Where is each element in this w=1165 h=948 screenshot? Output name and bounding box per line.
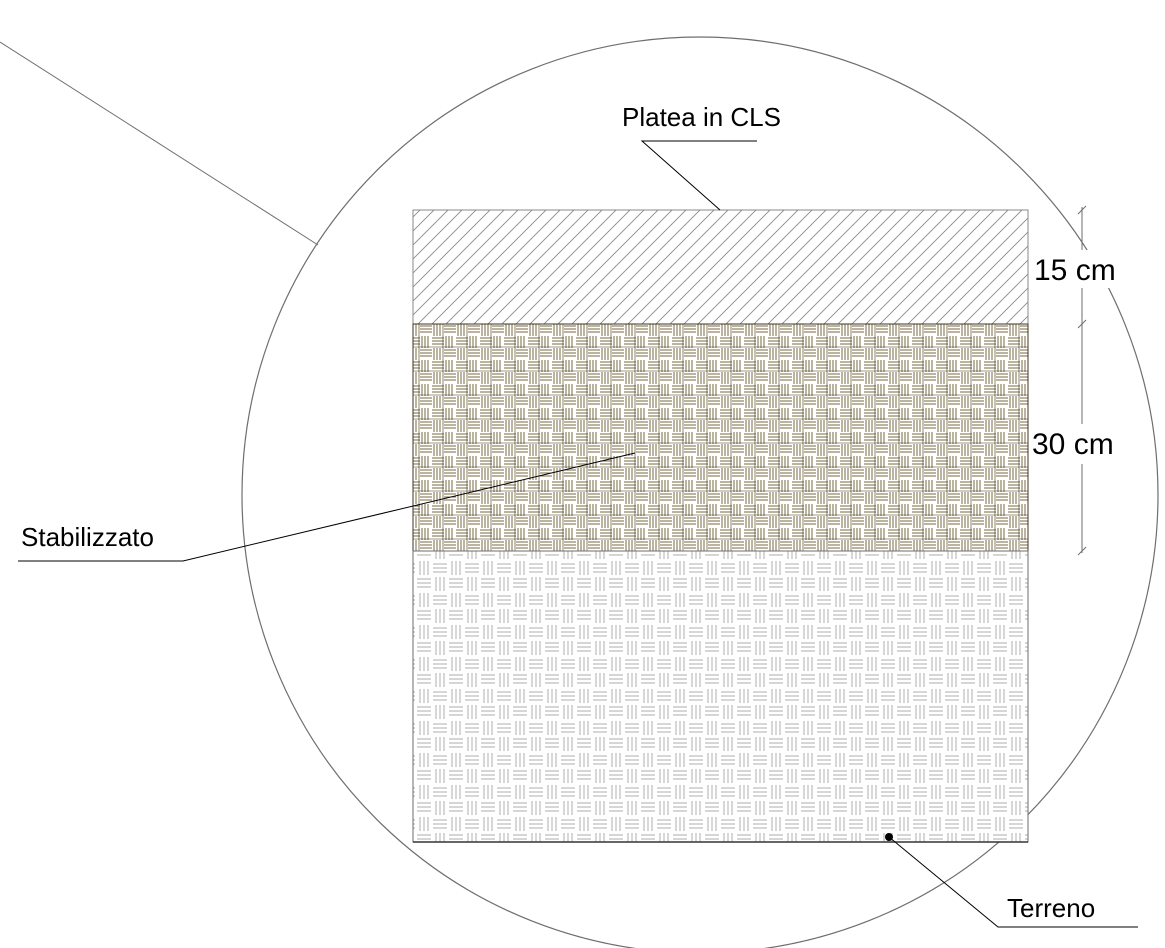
label-stabilizzato: Stabilizzato — [21, 522, 154, 552]
dimension-label-top-layer: 15 cm — [1034, 254, 1116, 287]
label-platea-in-cls: Platea in CLS — [622, 102, 781, 132]
layer-terreno — [412, 550, 1029, 843]
layer-platea-in-cls — [412, 209, 1029, 325]
callout-terreno: Terreno — [885, 833, 1138, 928]
callout-stabilizzato: Stabilizzato — [18, 452, 636, 562]
callout-leader-line — [0, 41, 319, 246]
detail-callout-circle — [241, 36, 1159, 948]
dimension-label-middle-layer: 30 cm — [1032, 428, 1114, 461]
callout-platea: Platea in CLS — [622, 102, 781, 211]
layer-stabilizzato — [412, 323, 1029, 552]
label-terreno: Terreno — [1007, 893, 1095, 923]
